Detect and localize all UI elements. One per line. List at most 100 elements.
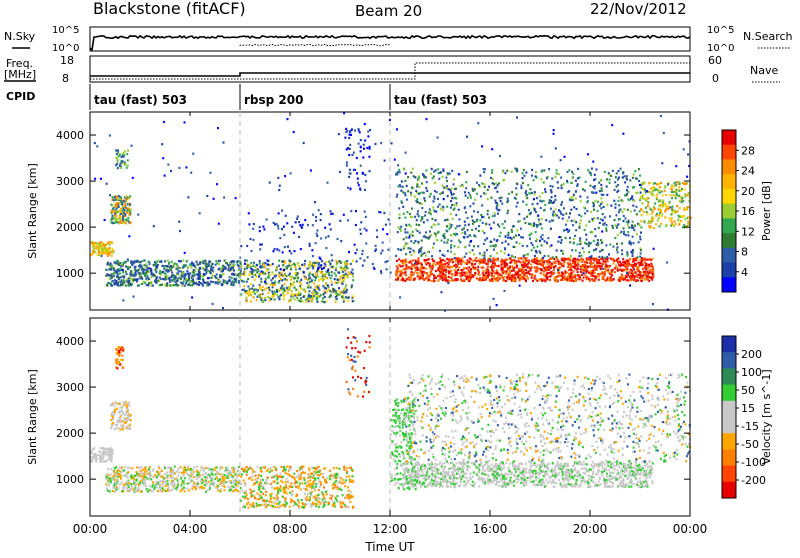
echo-cell: [129, 424, 131, 426]
echo-cell: [127, 196, 129, 198]
echo-cell: [129, 405, 131, 407]
echo-cell: [138, 284, 140, 286]
echo-cell: [223, 279, 225, 281]
echo-cell: [634, 225, 636, 227]
echo-cell: [358, 128, 360, 130]
echo-cell: [208, 265, 210, 267]
echo-cell: [398, 207, 400, 209]
echo-cell: [325, 247, 327, 249]
echo-cell: [252, 228, 254, 230]
echo-cell: [216, 277, 218, 279]
echo-cell: [123, 279, 125, 281]
echo-cell: [198, 281, 200, 283]
echo-cell: [280, 294, 282, 296]
echo-cell: [399, 171, 401, 173]
echo-cell: [553, 133, 555, 135]
echo-cell: [338, 133, 340, 135]
echo-cell: [262, 226, 264, 228]
echo-cell: [133, 296, 135, 298]
echo-cell: [637, 262, 639, 264]
echo-cell: [465, 181, 467, 183]
echo-cell: [281, 285, 283, 287]
echo-cell: [243, 281, 245, 283]
echo-cell: [322, 275, 324, 277]
echo-cell: [352, 295, 354, 297]
echo-cell: [215, 264, 217, 266]
echo-cell: [541, 264, 543, 266]
echo-cell: [549, 201, 551, 203]
echo-cell: [122, 412, 124, 414]
echo-cell: [117, 149, 119, 151]
echo-cell: [274, 291, 276, 293]
echo-cell: [572, 224, 574, 226]
echo-cell: [580, 215, 582, 217]
echo-cell: [112, 196, 114, 198]
echo-cell: [219, 275, 221, 277]
echo-cell: [523, 218, 525, 220]
echo-cell: [563, 207, 565, 209]
echo-cell: [345, 284, 347, 286]
echo-cell: [294, 298, 296, 300]
echo-cell: [423, 221, 425, 223]
echo-cell: [605, 269, 607, 271]
echo-cell: [287, 246, 289, 248]
echo-cell: [396, 194, 398, 196]
echo-cell: [112, 416, 114, 418]
echo-cell: [207, 281, 209, 283]
echo-cell: [580, 268, 582, 270]
echo-cell: [460, 275, 462, 277]
echo-cell: [282, 292, 284, 294]
echo-cell: [584, 212, 586, 214]
echo-cell: [166, 265, 168, 267]
echo-cell: [628, 271, 630, 273]
echo-cell: [513, 267, 515, 269]
echo-cell: [367, 130, 369, 132]
echo-cell: [417, 269, 419, 271]
echo-cell: [251, 250, 253, 252]
echo-cell: [244, 259, 246, 261]
echo-cell: [264, 266, 266, 268]
echo-cell: [400, 230, 402, 232]
echo-cell: [639, 256, 641, 258]
echo-cell: [238, 280, 240, 282]
echo-cell: [229, 276, 231, 278]
echo-cell: [536, 260, 538, 262]
echo-cell: [176, 263, 178, 265]
echo-cell: [656, 189, 658, 191]
echo-cell: [418, 275, 420, 277]
echo-cell: [458, 173, 460, 175]
echo-cell: [284, 283, 286, 285]
echo-cell: [320, 237, 322, 239]
echo-cell: [106, 285, 108, 287]
echo-cell: [402, 191, 404, 193]
echo-cell: [670, 213, 672, 215]
echo-cell: [457, 263, 459, 265]
echo-cell: [656, 194, 658, 196]
echo-cell: [556, 280, 558, 282]
echo-cell: [606, 194, 608, 196]
echo-cell: [110, 219, 112, 221]
echo-cell: [578, 214, 580, 216]
echo-cell: [264, 273, 266, 275]
echo-cell: [415, 240, 417, 242]
echo-cell: [641, 278, 643, 280]
echo-cell: [266, 287, 268, 289]
echo-cell: [271, 295, 273, 297]
echo-cell: [551, 191, 553, 193]
echo-cell: [524, 274, 526, 276]
echo-cell: [569, 277, 571, 279]
echo-cell: [642, 268, 644, 270]
echo-cell: [400, 272, 402, 274]
echo-cell: [118, 427, 120, 429]
echo-cell: [431, 218, 433, 220]
echo-cell: [554, 176, 556, 178]
echo-cell: [412, 231, 414, 233]
echo-cell: [467, 217, 469, 219]
echo-cell: [175, 283, 177, 285]
echo-cell: [125, 411, 127, 413]
echo-cell: [534, 266, 536, 268]
echo-cell: [269, 182, 271, 184]
echo-cell: [176, 265, 178, 267]
echo-cell: [404, 245, 406, 247]
